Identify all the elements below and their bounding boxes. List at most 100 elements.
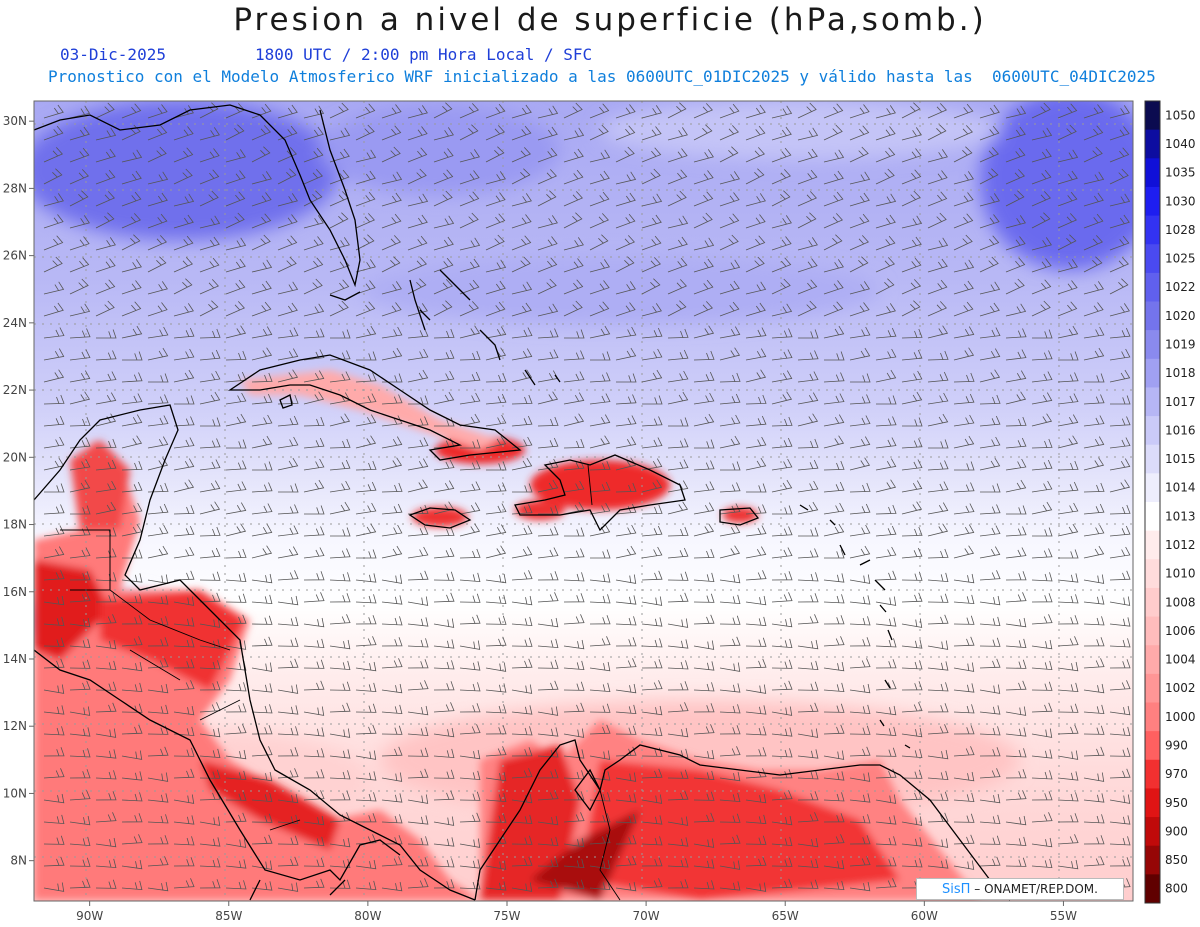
wind-barb xyxy=(381,326,403,339)
wind-barb xyxy=(433,639,455,649)
wind-barb xyxy=(1005,592,1027,603)
wind-barb xyxy=(277,570,299,581)
wind-barb xyxy=(459,724,481,735)
wind-barb xyxy=(433,328,455,339)
wind-barb xyxy=(69,236,90,251)
wind-barb xyxy=(901,547,923,559)
wind-barb xyxy=(121,103,142,119)
wind-barb xyxy=(225,791,247,801)
wind-barb xyxy=(901,300,921,317)
wind-barb xyxy=(927,593,949,603)
wind-barb xyxy=(823,435,845,449)
wind-barb xyxy=(381,683,403,694)
wind-barb xyxy=(875,617,897,627)
wind-barb xyxy=(615,772,637,782)
wind-barb xyxy=(69,190,89,207)
wind-barb xyxy=(459,325,481,339)
wind-barb xyxy=(407,680,429,691)
wind-barb xyxy=(537,236,558,251)
wind-barb xyxy=(329,371,351,383)
wind-barb xyxy=(199,459,221,471)
wind-barb xyxy=(797,279,818,295)
wind-barb xyxy=(850,373,871,383)
wind-barb xyxy=(719,594,741,605)
wind-barb xyxy=(1109,214,1130,229)
wind-barb xyxy=(355,170,376,185)
wind-barb xyxy=(251,792,273,803)
wind-barb xyxy=(95,191,115,207)
wind-barb xyxy=(1005,727,1027,737)
wind-barb xyxy=(1058,351,1079,361)
wind-barb xyxy=(381,482,403,493)
wind-barb xyxy=(771,328,793,339)
wind-barb xyxy=(901,257,922,273)
wind-barb xyxy=(225,350,247,361)
wind-barb xyxy=(199,501,221,515)
wind-barb xyxy=(199,215,221,229)
wind-barb xyxy=(43,104,64,119)
wind-barb xyxy=(667,639,689,649)
wind-barb xyxy=(511,546,533,559)
wind-barb xyxy=(251,280,272,295)
wind-barb xyxy=(251,347,273,361)
wind-barb xyxy=(1057,435,1079,449)
wind-barb xyxy=(303,278,323,295)
wind-barb xyxy=(485,125,505,141)
wind-barb xyxy=(823,170,844,185)
wind-barb xyxy=(95,392,117,405)
wind-barb xyxy=(875,570,897,581)
wind-barb xyxy=(511,256,531,273)
colorbar-label: 1010 xyxy=(1165,567,1196,581)
wind-barb xyxy=(693,279,714,295)
wind-barb xyxy=(641,126,662,141)
wind-barb xyxy=(693,502,715,515)
colorbar-swatch xyxy=(1145,759,1160,789)
wind-barb xyxy=(1005,278,1025,295)
wind-barb xyxy=(225,413,247,427)
lat-label: 10N xyxy=(3,786,27,800)
wind-barb xyxy=(615,125,636,141)
wind-barb xyxy=(1057,594,1079,604)
wind-barb xyxy=(953,813,975,823)
wind-barb xyxy=(381,192,402,207)
wind-barb xyxy=(147,256,167,273)
wind-barb xyxy=(303,391,325,405)
wind-barb xyxy=(459,572,481,583)
wind-barb xyxy=(1083,125,1104,141)
wind-barb xyxy=(1031,300,1051,317)
wind-barb xyxy=(459,749,481,760)
wind-barb xyxy=(303,526,325,537)
wind-barb xyxy=(979,705,1001,715)
wind-barb xyxy=(329,480,351,493)
wind-barb xyxy=(563,728,585,738)
wind-barb xyxy=(95,258,116,273)
wind-barb xyxy=(563,702,585,713)
wind-barb xyxy=(277,302,298,317)
wind-barb xyxy=(1083,616,1105,626)
wind-barb xyxy=(1083,637,1105,647)
wind-barb xyxy=(589,813,611,823)
wind-barb xyxy=(329,438,351,449)
wind-barb xyxy=(771,349,793,361)
wind-barb xyxy=(199,879,221,889)
wind-barb xyxy=(251,103,272,119)
wind-barb xyxy=(433,300,453,317)
wind-barb xyxy=(589,259,610,273)
wind-barb xyxy=(96,329,117,339)
wind-barb xyxy=(277,726,299,736)
wind-barb xyxy=(875,525,897,537)
wind-barb xyxy=(329,279,350,295)
wind-barb xyxy=(823,724,845,735)
wind-barb xyxy=(485,234,505,251)
colorbar-swatch xyxy=(1145,473,1160,503)
wind-barb xyxy=(43,705,65,715)
wind-barb xyxy=(95,593,117,603)
wind-barb xyxy=(355,813,377,823)
wind-barb xyxy=(147,415,169,427)
wind-barb xyxy=(823,792,845,802)
wind-barb xyxy=(43,637,65,647)
map-plot-area xyxy=(34,101,1133,901)
wind-barb xyxy=(641,857,663,867)
wind-barb xyxy=(667,349,689,361)
wind-barb xyxy=(407,458,429,471)
